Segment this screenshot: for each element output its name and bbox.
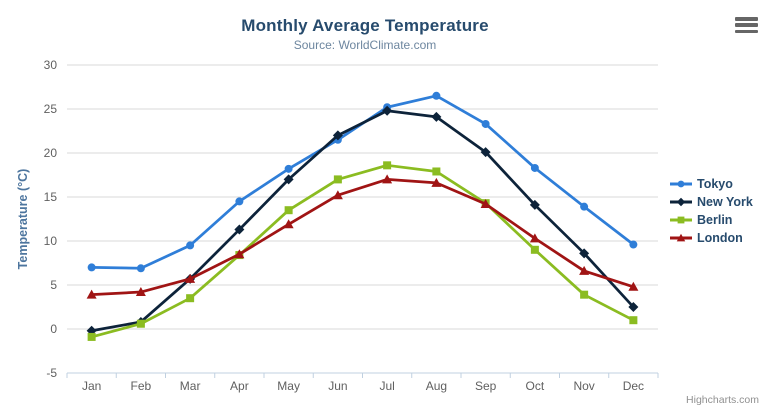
series-marker bbox=[284, 206, 293, 215]
y-tick-label: 5 bbox=[50, 278, 57, 292]
legend-symbol-triangle-icon bbox=[670, 233, 692, 242]
x-tick-label: Jan bbox=[82, 379, 101, 393]
series-marker bbox=[234, 249, 245, 259]
series-marker bbox=[135, 287, 146, 297]
series-marker bbox=[136, 319, 145, 328]
series-marker bbox=[579, 248, 590, 259]
series-marker bbox=[580, 290, 589, 299]
series-marker bbox=[432, 167, 441, 176]
series-marker bbox=[629, 240, 638, 249]
series-marker bbox=[383, 161, 392, 170]
series-line-berlin[interactable] bbox=[90, 163, 635, 339]
legend-symbol-diamond-icon bbox=[670, 197, 692, 207]
series-marker bbox=[382, 105, 393, 116]
highcharts-credits-link[interactable]: Highcharts.com bbox=[686, 394, 759, 406]
y-tick-label: -5 bbox=[46, 366, 57, 380]
series-marker bbox=[432, 91, 441, 100]
series-marker bbox=[676, 233, 686, 242]
series-line-new-york[interactable] bbox=[90, 109, 635, 333]
legend-item-berlin[interactable]: Berlin bbox=[670, 211, 753, 229]
series-marker bbox=[333, 175, 342, 184]
legend-item-london[interactable]: London bbox=[670, 229, 753, 247]
legend-item-label: London bbox=[697, 231, 743, 245]
legend-symbol-square-icon bbox=[670, 216, 692, 224]
legend: Tokyo New York Berlin London bbox=[670, 175, 753, 247]
series-marker bbox=[530, 245, 539, 254]
series-line-london[interactable] bbox=[90, 178, 635, 297]
series-marker bbox=[431, 177, 442, 187]
series-marker bbox=[332, 130, 343, 141]
x-tick-label: Aug bbox=[426, 379, 447, 393]
series-marker bbox=[87, 263, 96, 272]
y-tick-label: 25 bbox=[44, 102, 58, 116]
series-marker bbox=[283, 219, 294, 229]
hamburger-icon bbox=[735, 29, 758, 33]
legend-item-label: Tokyo bbox=[697, 177, 733, 191]
chart-title: Monthly Average Temperature bbox=[241, 16, 489, 35]
legend-item-tokyo[interactable]: Tokyo bbox=[670, 175, 753, 193]
legend-item-label: New York bbox=[697, 195, 753, 209]
series-marker bbox=[86, 289, 97, 299]
series-marker bbox=[529, 233, 540, 243]
x-tick-label: Oct bbox=[526, 379, 545, 393]
x-tick-label: Apr bbox=[230, 379, 249, 393]
series-marker bbox=[332, 190, 343, 200]
x-tick-label: Sep bbox=[475, 379, 497, 393]
series-marker bbox=[431, 111, 442, 122]
series-marker bbox=[480, 199, 491, 209]
x-tick-label: Jul bbox=[379, 379, 394, 393]
x-tick-label: Jun bbox=[328, 379, 347, 393]
x-tick-label: Mar bbox=[180, 379, 201, 393]
series-marker bbox=[481, 119, 490, 128]
series-marker bbox=[283, 174, 294, 185]
series-marker bbox=[185, 273, 196, 283]
hamburger-icon bbox=[735, 17, 758, 21]
series-marker bbox=[529, 199, 540, 210]
y-axis-title: Temperature (°C) bbox=[16, 168, 30, 270]
series-marker bbox=[628, 302, 639, 312]
series-marker bbox=[580, 202, 589, 211]
x-tick-label: May bbox=[277, 379, 300, 393]
legend-item-new-york[interactable]: New York bbox=[670, 193, 753, 211]
series-marker bbox=[186, 241, 195, 250]
series-marker bbox=[677, 216, 685, 224]
legend-item-label: Berlin bbox=[697, 213, 733, 227]
y-tick-label: 20 bbox=[44, 146, 58, 160]
x-tick-label: Dec bbox=[623, 379, 644, 393]
y-tick-label: 30 bbox=[44, 58, 58, 72]
series-marker bbox=[530, 163, 539, 172]
series-marker bbox=[677, 180, 685, 188]
y-tick-label: 0 bbox=[50, 322, 57, 336]
x-tick-label: Nov bbox=[573, 379, 594, 393]
series-marker bbox=[87, 332, 96, 341]
legend-symbol-circle-icon bbox=[670, 180, 692, 188]
series-marker bbox=[235, 197, 244, 206]
series-marker bbox=[284, 164, 293, 173]
series-marker bbox=[136, 264, 145, 273]
y-tick-label: 15 bbox=[44, 190, 58, 204]
series-marker bbox=[234, 224, 245, 235]
series-marker bbox=[628, 281, 639, 291]
export-menu-button[interactable] bbox=[735, 17, 758, 33]
series-marker bbox=[186, 294, 195, 303]
series-marker bbox=[382, 174, 393, 184]
x-tick-label: Feb bbox=[131, 379, 152, 393]
chart-subtitle: Source: WorldClimate.com bbox=[293, 38, 437, 52]
hamburger-icon bbox=[735, 23, 758, 27]
series-marker bbox=[579, 265, 590, 275]
y-tick-label: 10 bbox=[44, 234, 58, 248]
series-marker bbox=[676, 197, 686, 207]
series-marker bbox=[480, 147, 491, 158]
series-marker bbox=[629, 316, 638, 325]
